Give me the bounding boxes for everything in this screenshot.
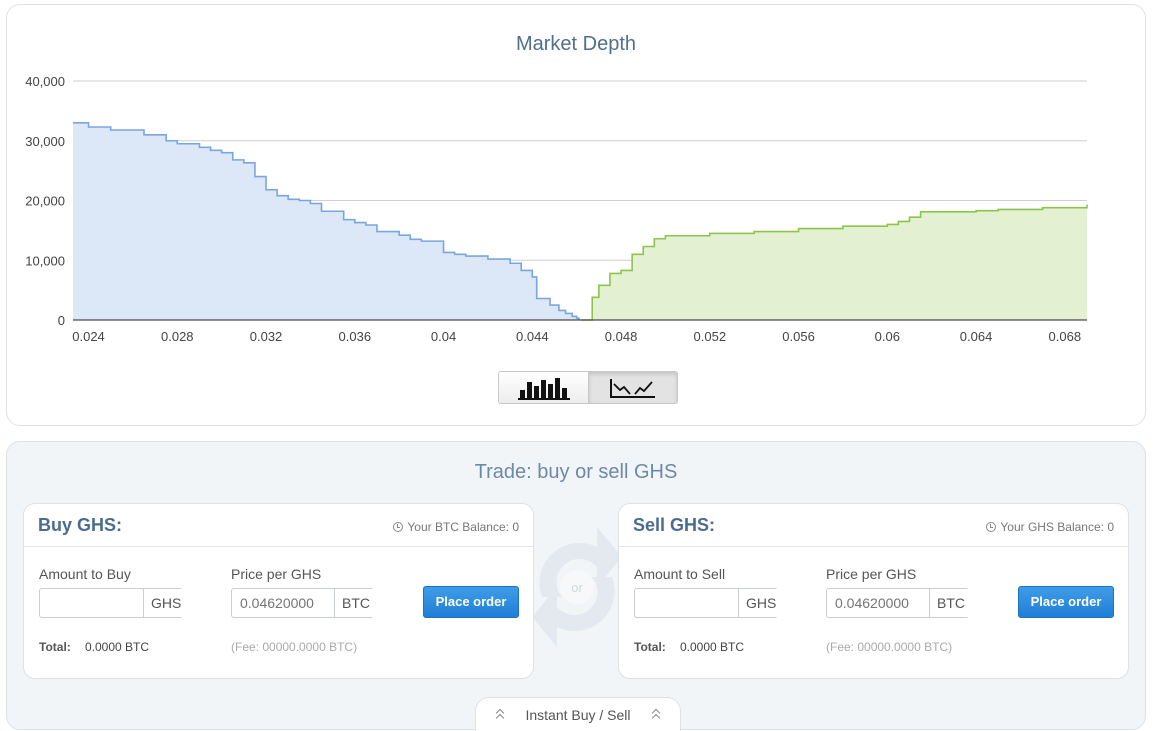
sell-amount-unit: GHS [738, 589, 784, 617]
buy-title: Buy GHS: [38, 515, 123, 535]
sell-place-order-button[interactable]: Place order [1018, 586, 1114, 618]
x-tick-label: 0.024 [72, 329, 105, 344]
buy-price-input[interactable] [232, 589, 334, 617]
buy-price-label: Price per GHS [231, 566, 322, 582]
ask-area [581, 204, 1087, 320]
buy-amount-input[interactable] [40, 589, 143, 617]
sell-total-value: 0.0000 BTC [680, 640, 745, 654]
y-tick-label: 30,000 [25, 134, 65, 149]
sell-title: Sell GHS: [633, 515, 716, 535]
sell-price-unit: BTC [929, 589, 972, 617]
trade-panel: Trade: buy or sell GHS or Buy GHS: Your … [6, 441, 1146, 731]
sell-card-header: Sell GHS: Your GHS Balance: 0 [619, 504, 1128, 547]
btc-balance: Your BTC Balance: 0 [393, 520, 519, 534]
chart-type-toggle [498, 371, 678, 404]
y-tick-label: 20,000 [25, 194, 65, 209]
buy-fee: (Fee: 00000.0000 BTC) [231, 640, 358, 654]
double-chevron-up-icon [496, 708, 505, 722]
clock-icon [986, 522, 997, 532]
buy-price-group: BTC [231, 588, 377, 618]
line-chart-icon [610, 378, 655, 398]
double-chevron-up-icon [651, 708, 660, 722]
sell-amount-group: GHS [634, 588, 784, 618]
buy-amount-group: GHS [39, 588, 189, 618]
clock-icon [393, 522, 404, 532]
x-tick-label: 0.068 [1049, 329, 1082, 344]
ask-line [581, 204, 1088, 321]
y-tick-label: 40,000 [25, 74, 65, 89]
sell-price-label: Price per GHS [826, 566, 917, 582]
market-depth-chart: 40,000 30,000 20,000 10,000 0 0.024 0.028 0.032… [25, 74, 1088, 344]
ghs-balance-text: Your GHS Balance: 0 [1000, 520, 1114, 534]
or-label: or [571, 580, 583, 595]
sell-card: Sell GHS: Your GHS Balance: 0 Amount to … [618, 503, 1129, 679]
market-depth-panel: Market Depth 40,000 30,000 20,000 10,000 0 0.… [6, 4, 1146, 426]
line-chart-toggle-button[interactable] [588, 372, 677, 403]
sell-price-group: BTC [826, 588, 972, 618]
swap-arrows-icon: or [532, 527, 622, 647]
buy-card: Buy GHS: Your BTC Balance: 0 Amount to B… [23, 503, 534, 679]
bar-chart-icon [517, 377, 570, 400]
sell-price-input[interactable] [827, 589, 929, 617]
amount-to-sell-label: Amount to Sell [634, 566, 726, 582]
x-tick-label: 0.048 [605, 329, 638, 344]
buy-card-header: Buy GHS: Your BTC Balance: 0 [24, 504, 533, 547]
buy-place-order-button[interactable]: Place order [423, 586, 519, 618]
x-tick-label: 0.028 [161, 329, 194, 344]
buy-total-label: Total: [39, 640, 71, 654]
x-tick-label: 0.056 [782, 329, 815, 344]
trade-title: Trade: buy or sell GHS [474, 461, 678, 483]
bid-area [73, 122, 579, 320]
bar-chart-toggle-button[interactable] [499, 372, 588, 403]
x-tick-label: 0.044 [516, 329, 549, 344]
instant-buy-sell-label: Instant Buy / Sell [525, 706, 631, 723]
sell-amount-input[interactable] [635, 589, 738, 617]
y-tick-label: 0 [58, 313, 65, 328]
buy-total-value: 0.0000 BTC [85, 640, 150, 654]
sell-fee: (Fee: 00000.0000 BTC) [826, 640, 953, 654]
sell-total-label: Total: [634, 640, 666, 654]
x-tick-label: 0.032 [250, 329, 283, 344]
chart-title: Market Depth [515, 33, 637, 55]
instant-buy-sell-tab[interactable]: Instant Buy / Sell [475, 697, 681, 731]
x-tick-label: 0.052 [694, 329, 727, 344]
x-tick-label: 0.064 [960, 329, 993, 344]
x-tick-label: 0.04 [431, 329, 456, 344]
ghs-balance: Your GHS Balance: 0 [986, 520, 1114, 534]
btc-balance-text: Your BTC Balance: 0 [407, 520, 519, 534]
x-tick-label: 0.06 [875, 329, 900, 344]
amount-to-buy-label: Amount to Buy [39, 566, 131, 582]
x-tick-label: 0.036 [339, 329, 372, 344]
y-tick-label: 10,000 [25, 253, 65, 268]
buy-price-unit: BTC [334, 589, 377, 617]
buy-amount-unit: GHS [143, 589, 189, 617]
bid-line [73, 122, 580, 320]
